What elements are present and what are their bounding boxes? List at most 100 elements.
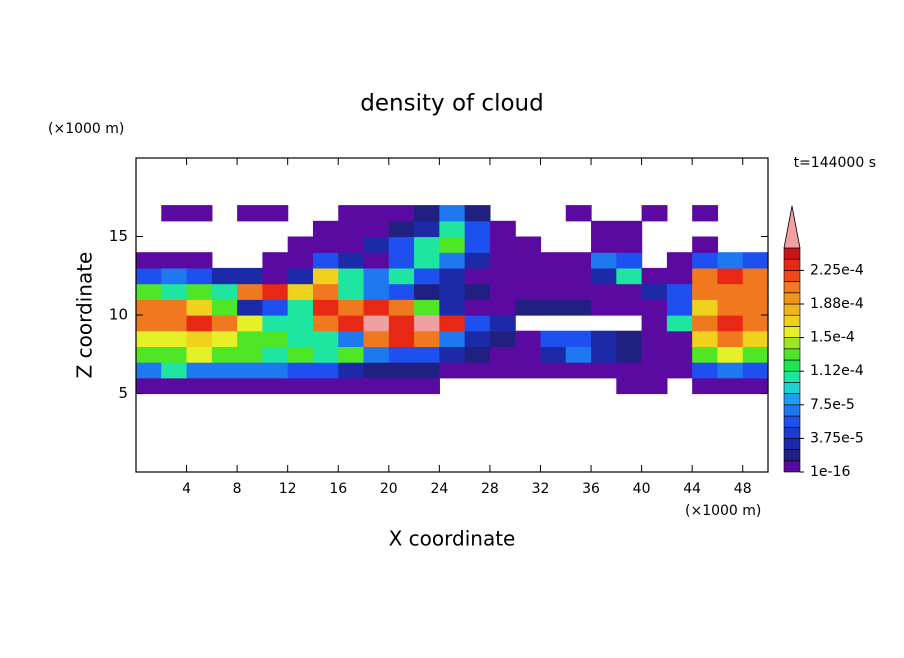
y-tick-label: 5 bbox=[118, 384, 128, 402]
contour-cell bbox=[489, 315, 516, 332]
contour-cell bbox=[717, 315, 744, 332]
contour-cell bbox=[666, 283, 693, 300]
contour-cell bbox=[692, 236, 719, 253]
contour-cell bbox=[262, 267, 289, 285]
contour-cell bbox=[464, 236, 491, 253]
contour-cell bbox=[338, 267, 365, 285]
contour-cell bbox=[565, 205, 592, 222]
contour-cell bbox=[338, 236, 365, 253]
contour-cell bbox=[262, 252, 289, 269]
x-tick-label: 32 bbox=[532, 481, 550, 497]
contour-cell bbox=[439, 205, 466, 222]
x-tick-label: 24 bbox=[430, 481, 448, 497]
contour-cell bbox=[565, 362, 592, 379]
contour-cell bbox=[237, 330, 263, 347]
contour-cell bbox=[489, 299, 516, 316]
contour-cell bbox=[237, 267, 263, 285]
contour-cell bbox=[161, 267, 188, 285]
contour-cell bbox=[439, 315, 466, 332]
x-tick-label: 4 bbox=[182, 481, 191, 497]
contour-cell bbox=[641, 267, 668, 285]
contour-cell bbox=[287, 330, 314, 347]
contour-cell bbox=[262, 346, 289, 363]
contour-cell bbox=[742, 315, 769, 332]
contour-cell bbox=[464, 299, 491, 316]
contour-cell bbox=[186, 283, 213, 300]
contour-cell bbox=[414, 377, 440, 395]
contour-cell bbox=[161, 315, 188, 332]
contour-cell bbox=[363, 377, 390, 395]
contour-cell bbox=[666, 267, 693, 285]
contour-cell bbox=[464, 205, 491, 222]
contour-cell bbox=[692, 346, 719, 363]
contour-cell bbox=[692, 377, 719, 395]
contour-cell bbox=[565, 267, 592, 285]
contour-cell bbox=[211, 283, 238, 300]
contour-cell bbox=[186, 299, 213, 316]
contour-cell bbox=[136, 252, 162, 269]
contour-cell bbox=[666, 299, 693, 316]
contour-cell bbox=[666, 346, 693, 363]
contour-cell bbox=[312, 330, 339, 347]
contour-cell bbox=[161, 362, 188, 379]
contour-cell bbox=[287, 299, 314, 316]
contour-cell bbox=[262, 205, 289, 222]
contour-cell bbox=[540, 283, 567, 300]
contour-cell bbox=[515, 283, 542, 300]
contour-cell bbox=[136, 377, 162, 395]
contour-cell bbox=[414, 315, 440, 332]
colorbar-over bbox=[783, 205, 801, 249]
time-annotation: t=144000 s bbox=[794, 155, 876, 171]
contour-cell bbox=[414, 299, 440, 316]
x-tick-label: 20 bbox=[380, 481, 398, 497]
colorbar-band bbox=[783, 393, 801, 406]
contour-cell bbox=[414, 346, 440, 363]
contour-cell bbox=[692, 267, 719, 285]
contour-cell bbox=[641, 377, 668, 395]
contour-cell bbox=[414, 267, 440, 285]
contour-cell bbox=[591, 252, 617, 269]
contour-cell bbox=[489, 330, 516, 347]
contour-cell bbox=[211, 315, 238, 332]
contour-cell bbox=[616, 299, 643, 316]
contour-cell bbox=[338, 299, 365, 316]
contour-cell bbox=[565, 346, 592, 363]
contour-cell bbox=[692, 330, 719, 347]
colorbar-band bbox=[783, 415, 801, 428]
contour-cell bbox=[565, 330, 592, 347]
contour-cell bbox=[388, 346, 415, 363]
contour-cell bbox=[312, 236, 339, 253]
contour-cell bbox=[591, 362, 617, 379]
contour-cell bbox=[363, 283, 390, 300]
contour-cell bbox=[287, 315, 314, 332]
contour-cell bbox=[338, 315, 365, 332]
contour-cell bbox=[312, 362, 339, 379]
contour-cell bbox=[388, 315, 415, 332]
contour-cell bbox=[363, 252, 390, 269]
colorbar-tick-label: 1e-16 bbox=[810, 464, 850, 480]
contour-cell bbox=[565, 299, 592, 316]
colorbar-band bbox=[783, 292, 801, 305]
contour-cell bbox=[211, 377, 238, 395]
contour-cell bbox=[666, 315, 693, 332]
contour-cell bbox=[388, 330, 415, 347]
contour-cell bbox=[237, 299, 263, 316]
contour-cell bbox=[591, 330, 617, 347]
contour-cell bbox=[616, 220, 643, 238]
contour-cell bbox=[489, 346, 516, 363]
contour-cell bbox=[287, 283, 314, 300]
contour-cell bbox=[186, 205, 213, 222]
contour-cell bbox=[136, 299, 162, 316]
colorbar-band bbox=[783, 449, 801, 462]
contour-cell bbox=[641, 315, 668, 332]
x-unit: (×1000 m) bbox=[685, 503, 761, 519]
contour-cell bbox=[641, 283, 668, 300]
contour-cell bbox=[161, 299, 188, 316]
contour-cell bbox=[515, 267, 542, 285]
contour-cell bbox=[692, 252, 719, 269]
contour-cell bbox=[262, 283, 289, 300]
contour-cell bbox=[388, 220, 415, 238]
contour-cell bbox=[237, 377, 263, 395]
contour-cell bbox=[287, 377, 314, 395]
